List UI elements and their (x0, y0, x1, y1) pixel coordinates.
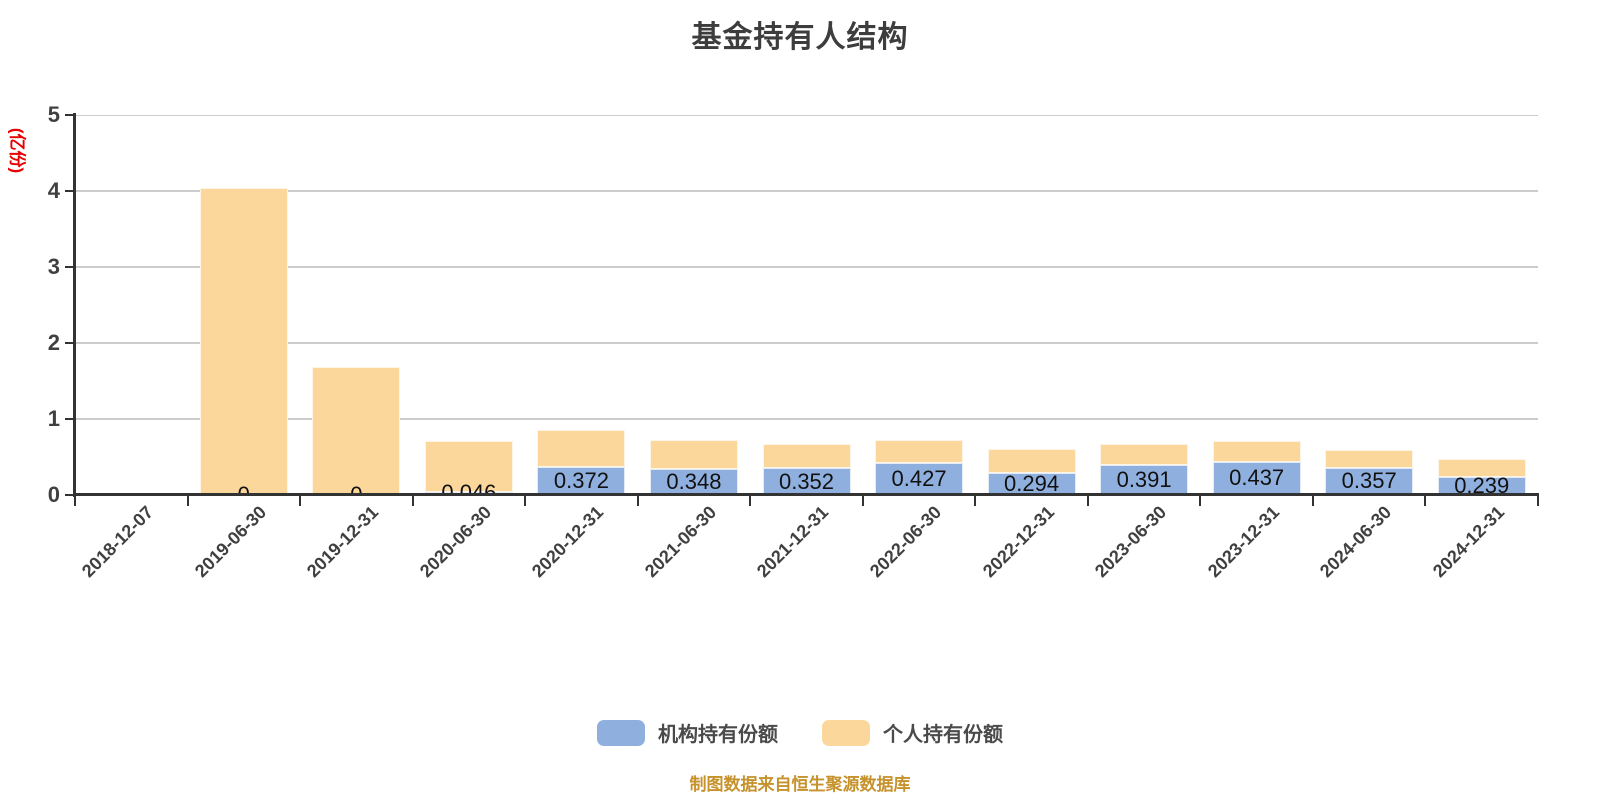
bar-value-label: 0.239 (1454, 472, 1510, 495)
x-axis-tick (1199, 496, 1202, 506)
y-tick-label: 5 (47, 102, 60, 127)
bar-value-label: 0 (350, 482, 363, 496)
x-tick-label: 2021-06-30 (640, 502, 721, 582)
x-axis-line (73, 493, 1539, 496)
x-tick-label: 2022-06-30 (865, 502, 946, 582)
bar-value-label: 0 (237, 482, 250, 496)
bar-individual-segment (987, 449, 1076, 473)
bar-value-label: 0.352 (778, 468, 835, 494)
legend-label-institution: 机构持有份额 (658, 724, 778, 746)
bar-individual-segment (1100, 444, 1189, 466)
x-tick-label: 2020-06-30 (415, 502, 496, 582)
bar-institution-segment (875, 462, 964, 495)
bar-institution-segment (762, 468, 851, 495)
legend-item-institution[interactable]: 机构持有份额 (597, 718, 778, 747)
bar-institution-segment (1212, 461, 1301, 495)
bar-value-label: 0.357 (1341, 468, 1397, 494)
y-axis-unit-label: (亿份) (7, 127, 27, 174)
grid-line (75, 266, 1538, 268)
x-tick-label: 2023-06-30 (1091, 502, 1171, 582)
y-axis-tick (65, 494, 74, 496)
bar-individual-segment (537, 429, 626, 467)
x-axis-tick (74, 496, 76, 506)
bar-individual-segment (424, 441, 513, 492)
grid-line (75, 342, 1538, 344)
x-tick-label: 2024-12-31 (1428, 502, 1508, 582)
y-axis-tick (65, 342, 74, 344)
bar-individual-segment (199, 187, 288, 495)
x-tick-label: 2022-12-31 (978, 502, 1058, 582)
x-tick-label: 2019-12-31 (303, 502, 383, 582)
legend-swatch-individual (822, 719, 870, 746)
grid-line (75, 190, 1538, 192)
x-tick-label: 2023-12-31 (1203, 502, 1283, 582)
grid-line (75, 115, 1538, 116)
x-axis-tick (1424, 496, 1427, 506)
bar-value-label: 0.437 (1229, 465, 1285, 491)
legend-swatch-institution (597, 719, 645, 746)
legend-item-individual[interactable]: 个人持有份额 (822, 718, 1003, 747)
y-tick-label: 3 (47, 254, 60, 279)
x-axis-tick (411, 496, 414, 506)
chart-title: 基金持有人结构 (691, 21, 909, 54)
x-axis-tick (186, 496, 189, 506)
bar-value-label: 0.046 (441, 480, 497, 495)
plot-area: 0 0 0.046 0.372 0.348 0.352 0.427 0.294 0.391 0.4… (75, 115, 1538, 495)
bar-individual-segment (875, 439, 964, 463)
bar-individual-segment (762, 443, 851, 469)
y-axis-tick (65, 266, 74, 268)
y-tick-label: 4 (47, 178, 60, 203)
bar-value-label: 0.372 (553, 467, 609, 493)
x-axis-tick (1311, 496, 1314, 506)
x-tick-label: 2018-12-07 (78, 502, 158, 582)
y-axis-line (73, 113, 76, 497)
x-tick-label: 2024-06-30 (1316, 502, 1396, 582)
y-axis-tick (65, 418, 74, 420)
x-axis-tick (1086, 496, 1089, 506)
x-tick-label: 2020-12-31 (528, 502, 608, 582)
y-tick-label: 2 (47, 330, 60, 355)
grid-line (75, 418, 1538, 420)
legend-label-individual: 个人持有份额 (883, 724, 1003, 746)
y-tick-label: 0 (47, 482, 60, 507)
bar-value-label: 0.294 (1004, 470, 1060, 495)
x-tick-label: 2019-06-30 (190, 502, 270, 582)
x-tick-label: 2021-12-31 (753, 502, 833, 582)
x-axis-tick (636, 496, 639, 506)
bar-value-label: 0.391 (1116, 467, 1172, 493)
y-tick-label: 1 (47, 406, 60, 431)
x-axis-tick (524, 496, 527, 506)
bar-value-label: 0.348 (666, 468, 722, 494)
y-axis-tick (65, 114, 74, 116)
legend: 机构持有份额 个人持有份额 (0, 718, 1600, 747)
bar-individual-segment (312, 367, 401, 495)
x-axis-tick (299, 496, 302, 506)
bar-individual-segment (1212, 441, 1301, 462)
x-axis-tick (974, 496, 977, 506)
bar-institution-segment (1100, 465, 1189, 495)
bar-individual-segment (1437, 459, 1526, 477)
bar-institution-segment (649, 468, 738, 495)
y-axis-tick (65, 190, 74, 192)
x-axis-tick (749, 496, 752, 506)
bar-institution-segment (537, 466, 626, 495)
x-axis-tick (861, 496, 864, 506)
x-axis-tick (1537, 496, 1539, 506)
data-source-note: 制图数据来自恒生聚源数据库 (689, 775, 911, 794)
bar-individual-segment (649, 439, 738, 469)
bar-individual-segment (1325, 449, 1414, 468)
bar-value-label: 0.427 (891, 465, 947, 491)
